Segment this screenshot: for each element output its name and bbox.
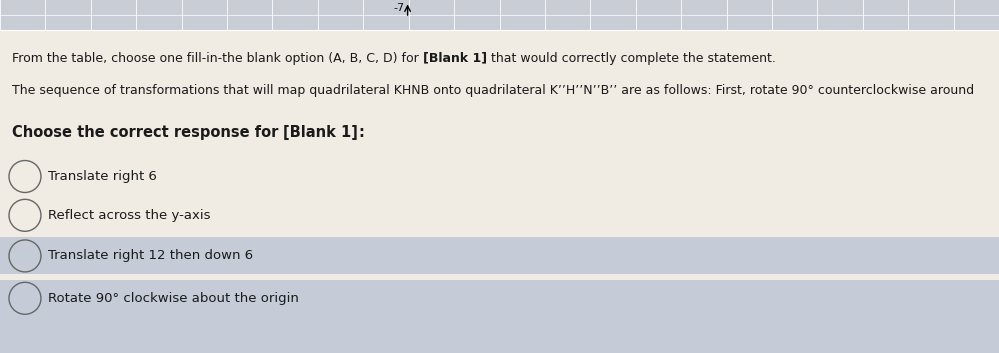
Text: Translate right 6: Translate right 6 bbox=[48, 170, 157, 183]
Text: Reflect across the y-axis: Reflect across the y-axis bbox=[48, 209, 211, 222]
Bar bbox=[0, 0, 999, 30]
Text: [Blank 1]: [Blank 1] bbox=[284, 125, 359, 140]
Text: Rotate 90° clockwise about the origin: Rotate 90° clockwise about the origin bbox=[48, 292, 299, 305]
Text: From the table, choose one fill-in-the blank option (A, B, C, D) for: From the table, choose one fill-in-the b… bbox=[12, 52, 423, 65]
Text: [Blank 1]: [Blank 1] bbox=[423, 52, 487, 65]
Bar bbox=[0, 280, 999, 353]
Text: Choose the correct response for: Choose the correct response for bbox=[12, 125, 284, 140]
Text: that would correctly complete the statement.: that would correctly complete the statem… bbox=[487, 52, 776, 65]
Text: -7: -7 bbox=[394, 2, 405, 12]
Text: The sequence of transformations that will map quadrilateral KHNB onto quadrilate: The sequence of transformations that wil… bbox=[12, 84, 974, 96]
Text: Translate right 12 then down 6: Translate right 12 then down 6 bbox=[48, 250, 253, 262]
Bar bbox=[0, 238, 999, 275]
Text: :: : bbox=[359, 125, 365, 140]
